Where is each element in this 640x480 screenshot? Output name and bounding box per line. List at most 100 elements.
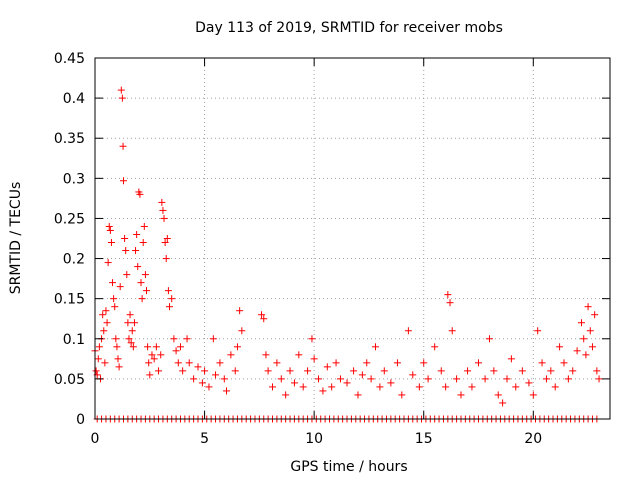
data-point <box>286 367 294 375</box>
data-point <box>144 343 152 351</box>
data-point <box>164 287 172 295</box>
data-point <box>424 375 432 383</box>
data-point <box>205 383 213 391</box>
data-point <box>222 387 230 395</box>
data-point <box>584 303 592 311</box>
data-point <box>538 359 546 367</box>
data-point <box>119 177 127 185</box>
data-point <box>372 343 380 351</box>
data-point <box>350 367 358 375</box>
data-point <box>113 343 121 351</box>
data-point <box>141 271 149 279</box>
data-point <box>101 359 109 367</box>
data-point <box>332 359 340 367</box>
data-point <box>162 255 170 263</box>
data-point <box>115 363 123 371</box>
data-point <box>591 311 599 319</box>
data-point <box>117 86 125 94</box>
data-point <box>212 371 220 379</box>
data-point <box>376 383 384 391</box>
data-points <box>91 86 603 423</box>
data-point <box>146 371 154 379</box>
x-tick-label: 15 <box>415 431 433 447</box>
data-point <box>363 359 371 367</box>
data-point <box>150 355 158 363</box>
data-point <box>457 391 465 399</box>
data-point <box>111 303 119 311</box>
y-axis-label: SRMTID / TECUs <box>8 182 24 295</box>
data-point <box>139 239 147 247</box>
data-point <box>580 335 588 343</box>
data-point <box>130 319 138 327</box>
y-tick-label: 0.2 <box>63 252 85 268</box>
x-tick-label: 20 <box>524 431 542 447</box>
data-point <box>166 303 174 311</box>
data-point <box>588 343 596 351</box>
y-tick-label: 0 <box>76 412 85 428</box>
data-point <box>404 327 412 335</box>
data-point <box>127 339 135 347</box>
chart-title: Day 113 of 2019, SRMTID for receiver mob… <box>195 20 503 36</box>
data-point <box>158 198 166 206</box>
data-point <box>560 359 568 367</box>
data-point <box>542 375 550 383</box>
data-point <box>336 375 344 383</box>
data-point <box>112 335 120 343</box>
data-point <box>145 359 153 367</box>
data-point <box>475 359 483 367</box>
data-point <box>442 383 450 391</box>
data-point <box>114 355 122 363</box>
data-point <box>290 379 298 387</box>
plot-frame <box>94 57 611 420</box>
data-point <box>518 367 526 375</box>
data-point <box>319 387 327 395</box>
data-point <box>264 367 272 375</box>
data-point <box>437 367 445 375</box>
data-point <box>107 239 115 247</box>
data-point <box>161 239 169 247</box>
data-point <box>387 379 395 387</box>
data-point <box>238 327 246 335</box>
y-tick-label: 0.15 <box>54 292 85 308</box>
data-point <box>494 391 502 399</box>
data-point <box>133 230 141 238</box>
data-point <box>593 367 601 375</box>
data-point <box>556 343 564 351</box>
data-point <box>534 327 542 335</box>
x-tick-label: 5 <box>200 431 209 447</box>
data-point <box>122 247 130 255</box>
data-point <box>170 335 178 343</box>
y-tick-label: 0.3 <box>63 171 85 187</box>
data-point <box>233 343 241 351</box>
data-point <box>551 383 559 391</box>
y-tick-label: 0.4 <box>63 91 85 107</box>
data-point <box>95 343 103 351</box>
data-point <box>172 347 180 355</box>
data-point <box>227 351 235 359</box>
y-tick-label: 0.25 <box>54 211 85 227</box>
data-point <box>507 355 515 363</box>
data-point <box>163 235 171 242</box>
data-point <box>126 311 134 319</box>
data-point <box>258 311 266 319</box>
data-point <box>490 367 498 375</box>
data-point <box>155 367 163 375</box>
data-point <box>323 363 331 371</box>
y-tick-label: 0.45 <box>54 51 85 67</box>
data-point <box>529 391 537 399</box>
data-point <box>121 235 129 242</box>
data-point <box>118 94 126 102</box>
data-point <box>92 367 100 375</box>
data-point <box>160 214 168 222</box>
data-point <box>380 367 388 375</box>
data-point <box>512 383 520 391</box>
data-point <box>136 190 144 198</box>
data-point <box>110 295 118 303</box>
data-point <box>140 222 148 230</box>
data-point <box>176 343 184 351</box>
data-point <box>315 375 323 383</box>
data-point <box>343 379 351 387</box>
data-point <box>143 287 150 295</box>
data-point <box>128 327 136 335</box>
axis-ticks: 0 0.05 0.1 0.15 0.2 0.25 0.3 0.35 0.4 0.45 0 5 10 15 2… <box>54 51 610 447</box>
